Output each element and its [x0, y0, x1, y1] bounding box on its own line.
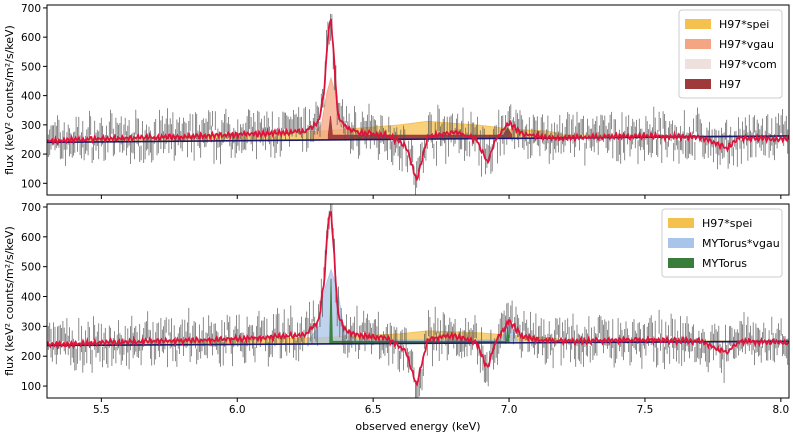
legend-swatch	[668, 258, 694, 268]
y-tick-label: 300	[21, 321, 41, 333]
legend-label: H97*spei	[702, 217, 752, 230]
legend-label: MYTorus*vgau	[702, 237, 780, 250]
bottom-panel: 100 200 300 400 500 600 700 5.5 6.0 6.5 7.0 7.5 8.0…	[3, 202, 790, 433]
legend-label: H97*vgau	[719, 38, 774, 51]
top-panel: 100 200 300 400 500 600 700 flux (keV² counts/…	[3, 3, 790, 199]
y-tick-label: 700	[21, 202, 41, 214]
y-tick-label: 600	[21, 232, 41, 244]
legend-label: H97*vcom	[719, 58, 777, 71]
x-tick-label: 7.5	[637, 404, 654, 416]
bottom-panel-legend: H97*spei MYTorus*vgau MYTorus	[661, 208, 783, 278]
x-tick-label: 6.5	[365, 404, 382, 416]
y-tick-label: 400	[21, 292, 41, 304]
x-tick-label: 8.0	[772, 404, 789, 416]
bottom-panel-x-ticks: 5.5 6.0 6.5 7.0 7.5 8.0	[93, 398, 789, 416]
legend-label: MYTorus	[702, 257, 747, 270]
top-panel-x-ticks	[100, 195, 782, 199]
bottom-panel-data	[47, 204, 789, 398]
y-tick-label: 200	[21, 351, 41, 363]
legend-swatch	[685, 79, 711, 89]
x-tick-label: 5.5	[93, 404, 110, 416]
x-axis-label: observed energy (keV)	[355, 420, 480, 433]
y-tick-label: 500	[21, 61, 41, 73]
y-tick-label: 200	[21, 149, 41, 161]
y-tick-label: 500	[21, 262, 41, 274]
legend-swatch	[668, 218, 694, 228]
legend-label: H97	[719, 78, 741, 91]
top-panel-ylabel: flux (keV² counts/m²/s/keV)	[3, 25, 16, 175]
y-tick-label: 100	[21, 178, 41, 190]
top-panel-data	[47, 13, 789, 195]
y-tick-label: 600	[21, 32, 41, 44]
legend-box	[678, 9, 783, 99]
top-panel-frame	[46, 4, 790, 196]
bottom-panel-y-ticks: 100 200 300 400 500 600 700	[21, 202, 47, 393]
top-panel-y-ticks: 100 200 300 400 500 600 700	[21, 3, 47, 190]
legend-swatch	[685, 39, 711, 49]
model-line	[47, 18, 789, 183]
x-tick-label: 7.0	[501, 404, 518, 416]
model-line	[47, 211, 789, 388]
bottom-panel-ylabel: flux (keV² counts/m²/s/keV)	[3, 226, 16, 376]
bottom-panel-frame	[46, 203, 790, 399]
y-tick-label: 100	[21, 381, 41, 393]
y-tick-label: 400	[21, 91, 41, 103]
top-panel-legend: H97*spei H97*vgau H97*vcom H97	[678, 9, 783, 99]
y-tick-label: 700	[21, 3, 41, 15]
legend-label: H97*spei	[719, 18, 769, 31]
legend-swatch	[685, 59, 711, 69]
x-tick-label: 6.0	[229, 404, 246, 416]
y-tick-label: 300	[21, 120, 41, 132]
legend-swatch	[685, 19, 711, 29]
legend-swatch	[668, 238, 694, 248]
